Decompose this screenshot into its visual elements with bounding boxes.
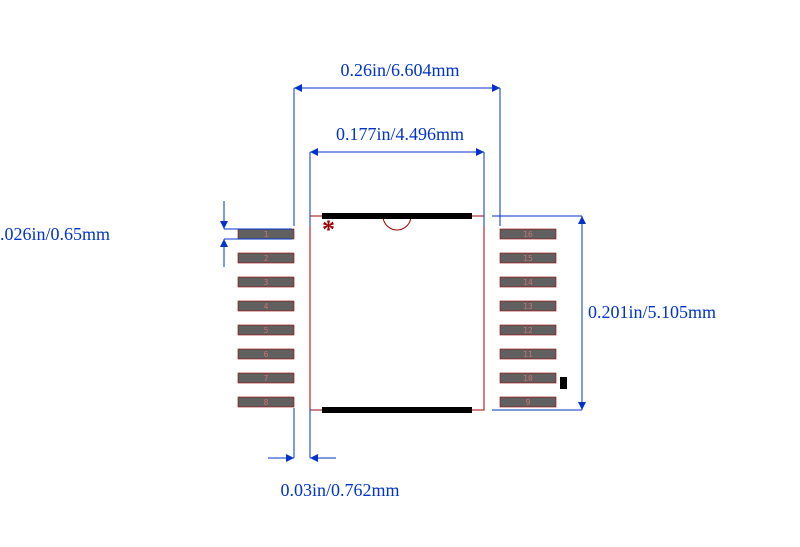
pin-label-11: 11	[523, 350, 533, 359]
pin-label-5: 5	[264, 326, 269, 335]
ic-body-outline	[310, 216, 484, 410]
pin-label-16: 16	[523, 230, 533, 239]
body-bar-top	[322, 213, 472, 219]
pin-label-4: 4	[264, 302, 269, 311]
dimension-label: 0.177in/4.496mm	[336, 124, 464, 144]
pin-label-10: 10	[523, 374, 533, 383]
marker-block	[560, 377, 567, 389]
pin-label-14: 14	[523, 278, 533, 287]
pin-label-6: 6	[264, 350, 269, 359]
dimension-label: 0.026in/0.65mm	[0, 224, 110, 244]
pin-label-3: 3	[264, 278, 269, 287]
pin1-star-icon: *	[322, 215, 335, 244]
pin-label-8: 8	[264, 398, 269, 407]
dimension-label: 0.201in/5.105mm	[588, 302, 716, 322]
pin-label-15: 15	[523, 254, 533, 263]
dimension-label: 0.26in/6.604mm	[340, 60, 459, 80]
pin-label-7: 7	[264, 374, 269, 383]
pin-label-13: 13	[523, 302, 533, 311]
pin-label-12: 12	[523, 326, 533, 335]
pin-label-9: 9	[526, 398, 531, 407]
body-bar-bottom	[322, 407, 472, 413]
pin-label-2: 2	[264, 254, 269, 263]
dimension-label: 0.03in/0.762mm	[280, 480, 399, 500]
pin-label-1: 1	[264, 230, 269, 239]
